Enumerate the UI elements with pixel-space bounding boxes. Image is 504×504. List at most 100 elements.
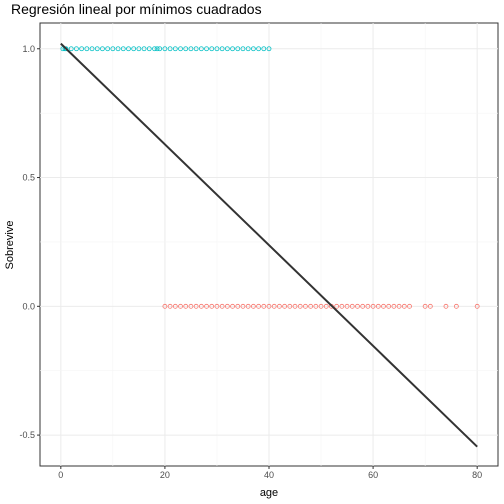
- data-point: [172, 303, 178, 309]
- data-point: [214, 46, 220, 52]
- data-point: [79, 46, 85, 52]
- data-point: [219, 46, 225, 52]
- x-tick-label: 40: [264, 470, 274, 480]
- data-point: [256, 303, 261, 309]
- data-point: [282, 303, 288, 309]
- data-point: [214, 303, 220, 309]
- data-point: [63, 46, 69, 52]
- x-tick-label: 60: [368, 470, 378, 480]
- data-point: [198, 46, 204, 52]
- data-point: [318, 303, 324, 309]
- data-point: [188, 303, 194, 309]
- data-point: [360, 303, 366, 309]
- data-point: [355, 303, 360, 309]
- data-point: [154, 46, 160, 52]
- data-point: [323, 303, 329, 309]
- data-point: [261, 303, 267, 309]
- data-point: [224, 46, 230, 52]
- data-point: [303, 303, 308, 309]
- data-point: [172, 46, 178, 52]
- data-point: [89, 46, 95, 52]
- data-point: [110, 46, 116, 52]
- data-point: [105, 46, 111, 52]
- data-point: [401, 303, 407, 309]
- data-point: [365, 303, 371, 309]
- data-point: [308, 303, 314, 309]
- data-point: [396, 303, 402, 309]
- data-point: [235, 303, 241, 309]
- data-point: [386, 303, 392, 309]
- data-point: [292, 303, 298, 309]
- data-point: [297, 303, 303, 309]
- data-point: [157, 46, 163, 52]
- y-axis-ticks: -0.5 0.0 0.5 1.0: [19, 44, 40, 440]
- data-point: [188, 46, 194, 52]
- data-point: [183, 303, 189, 309]
- data-point: [204, 303, 209, 309]
- data-point: [287, 303, 293, 309]
- data-point: [162, 303, 168, 309]
- data-point: [344, 303, 350, 309]
- data-point: [167, 46, 173, 52]
- data-point: [407, 303, 412, 309]
- data-point: [313, 303, 319, 309]
- x-tick-label: 0: [58, 470, 63, 480]
- data-point: [381, 303, 386, 309]
- chart-title: Regresión lineal por mínimos cuadrados: [11, 1, 262, 17]
- data-point: [349, 303, 355, 309]
- data-point: [162, 46, 168, 52]
- data-point: [443, 303, 449, 309]
- y-axis-title: Sobrevive: [4, 221, 16, 270]
- data-point: [235, 46, 241, 52]
- y-tick-label: -0.5: [19, 430, 35, 440]
- data-point: [240, 46, 246, 52]
- data-point: [120, 46, 126, 52]
- data-point: [126, 46, 131, 52]
- data-point: [167, 303, 173, 309]
- grid: [40, 23, 498, 466]
- x-axis-title: age: [260, 487, 278, 499]
- series-died-points: [162, 303, 480, 309]
- y-tick-label: 0.5: [22, 173, 35, 183]
- data-point: [84, 46, 90, 52]
- data-point: [427, 303, 433, 309]
- data-point: [136, 46, 142, 52]
- y-tick-label: 0.0: [22, 301, 35, 311]
- data-point: [115, 46, 121, 52]
- data-point: [266, 303, 272, 309]
- data-point: [261, 46, 267, 52]
- data-point: [250, 303, 256, 309]
- data-point: [250, 46, 256, 52]
- data-point: [277, 303, 282, 309]
- data-point: [453, 303, 459, 309]
- data-point: [209, 303, 215, 309]
- data-point: [266, 46, 272, 52]
- data-point: [100, 46, 105, 52]
- data-point: [152, 46, 157, 52]
- data-point: [391, 303, 397, 309]
- data-point: [141, 46, 147, 52]
- data-point: [422, 303, 428, 309]
- data-point: [245, 303, 251, 309]
- data-point: [178, 303, 183, 309]
- data-point: [193, 46, 199, 52]
- x-tick-label: 80: [472, 470, 482, 480]
- data-point: [131, 46, 137, 52]
- data-point: [224, 303, 230, 309]
- data-point: [375, 303, 381, 309]
- data-point: [74, 46, 79, 52]
- x-tick-label: 20: [160, 470, 170, 480]
- data-point: [209, 46, 215, 52]
- data-point: [370, 303, 376, 309]
- data-point: [240, 303, 246, 309]
- data-point: [146, 46, 152, 52]
- data-point: [68, 46, 74, 52]
- data-point: [474, 303, 480, 309]
- data-point: [94, 46, 100, 52]
- data-point: [339, 303, 345, 309]
- data-point: [193, 303, 199, 309]
- data-point: [198, 303, 204, 309]
- data-point: [256, 46, 261, 52]
- data-point: [183, 46, 189, 52]
